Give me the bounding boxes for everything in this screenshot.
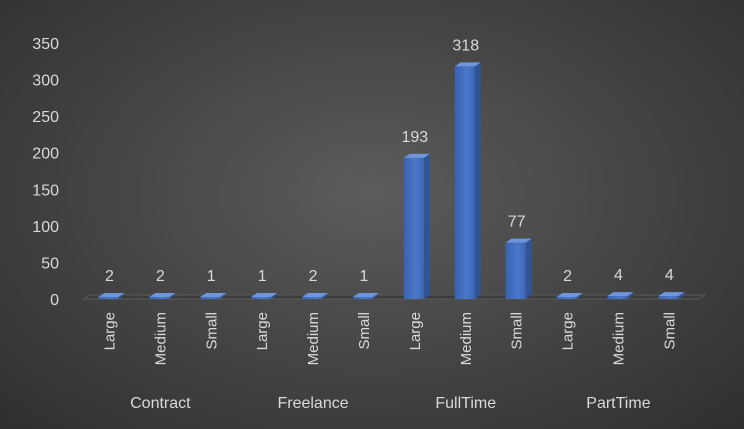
bar-front xyxy=(251,297,272,299)
bar-top xyxy=(352,293,379,297)
data-label: 2 xyxy=(156,268,165,285)
x-category-label: Medium xyxy=(610,312,627,365)
bar-side xyxy=(322,293,329,299)
bar-front xyxy=(556,297,577,299)
bar-top xyxy=(302,293,329,297)
bar xyxy=(352,293,379,299)
bar-side xyxy=(169,293,176,299)
x-category-label: Medium xyxy=(305,312,322,365)
bar-top xyxy=(607,292,634,297)
data-label: 318 xyxy=(452,37,479,54)
data-label: 4 xyxy=(665,267,674,284)
x-category-label: Small xyxy=(661,312,678,350)
x-category-label: Medium xyxy=(152,312,169,365)
x-category-label: Large xyxy=(254,312,271,350)
x-category-label: Small xyxy=(356,312,373,350)
chart-floor-plane xyxy=(82,294,707,300)
bar-side xyxy=(474,62,481,299)
x-group-label: Freelance xyxy=(277,395,348,412)
bar xyxy=(149,293,176,299)
bar-side xyxy=(423,153,430,299)
bar-side xyxy=(576,293,583,299)
bar xyxy=(302,293,329,299)
y-tick-label: 300 xyxy=(32,73,59,90)
x-category-label: Medium xyxy=(458,312,475,365)
bar-top xyxy=(658,292,685,297)
bar-front xyxy=(98,297,119,299)
x-category-label: Small xyxy=(203,312,220,350)
bar xyxy=(403,153,430,299)
bar-side xyxy=(220,293,227,299)
bar-side xyxy=(678,292,685,299)
bar-front xyxy=(403,157,424,299)
x-category-label: Large xyxy=(407,312,424,350)
bar xyxy=(505,238,532,299)
bar-front xyxy=(352,297,373,299)
bar xyxy=(251,293,278,299)
bar-front xyxy=(200,297,221,299)
x-category-label: Small xyxy=(509,312,526,350)
bar-top xyxy=(251,293,278,297)
data-label: 77 xyxy=(508,214,526,231)
x-category-label: Large xyxy=(101,312,118,350)
data-label: 2 xyxy=(309,268,318,285)
bar-top xyxy=(200,293,227,297)
bar xyxy=(200,293,227,299)
x-group-label: FullTime xyxy=(435,395,496,412)
bar-side xyxy=(271,293,278,299)
bar-top xyxy=(98,293,125,297)
bar-front xyxy=(505,242,526,299)
y-tick-label: 0 xyxy=(50,292,59,309)
x-group-label: PartTime xyxy=(586,395,650,412)
bar-front xyxy=(607,296,628,299)
x-axis: Large Medium Small Contract Large Medium Small… xyxy=(101,312,678,412)
bar-top xyxy=(454,62,481,67)
bar xyxy=(556,293,583,299)
bar-series: 2 2 1 1 2 1 193 318 77 2 4 4 xyxy=(98,37,685,299)
bar-front xyxy=(302,297,323,299)
data-label: 4 xyxy=(614,267,623,284)
bar-side xyxy=(118,293,125,299)
bar-side xyxy=(627,292,634,299)
bar xyxy=(607,292,634,299)
data-label: 193 xyxy=(401,129,428,146)
bar-front xyxy=(658,296,679,299)
chart-floor xyxy=(82,294,707,300)
y-tick-label: 250 xyxy=(32,109,59,126)
data-label: 2 xyxy=(563,268,572,285)
y-tick-label: 350 xyxy=(32,36,59,53)
x-category-label: Large xyxy=(560,312,577,350)
bar-top xyxy=(556,293,583,297)
data-label: 1 xyxy=(359,268,368,285)
data-label: 1 xyxy=(258,268,267,285)
x-group-label: Contract xyxy=(130,395,191,412)
data-label: 2 xyxy=(105,268,114,285)
y-axis: 0 50 100 150 200 250 300 350 xyxy=(32,36,59,309)
bar-side xyxy=(525,238,532,299)
bar xyxy=(98,293,125,299)
bar-side xyxy=(372,293,379,299)
bar-top xyxy=(505,238,532,243)
bar-top xyxy=(149,293,176,297)
y-tick-label: 100 xyxy=(32,219,59,236)
bar xyxy=(658,292,685,299)
y-tick-label: 50 xyxy=(41,255,59,272)
bar-front xyxy=(149,297,170,299)
y-tick-label: 200 xyxy=(32,146,59,163)
bar-top xyxy=(403,153,430,158)
bar-front xyxy=(454,66,475,299)
y-tick-label: 150 xyxy=(32,182,59,199)
bar xyxy=(454,62,481,299)
data-label: 1 xyxy=(207,268,216,285)
